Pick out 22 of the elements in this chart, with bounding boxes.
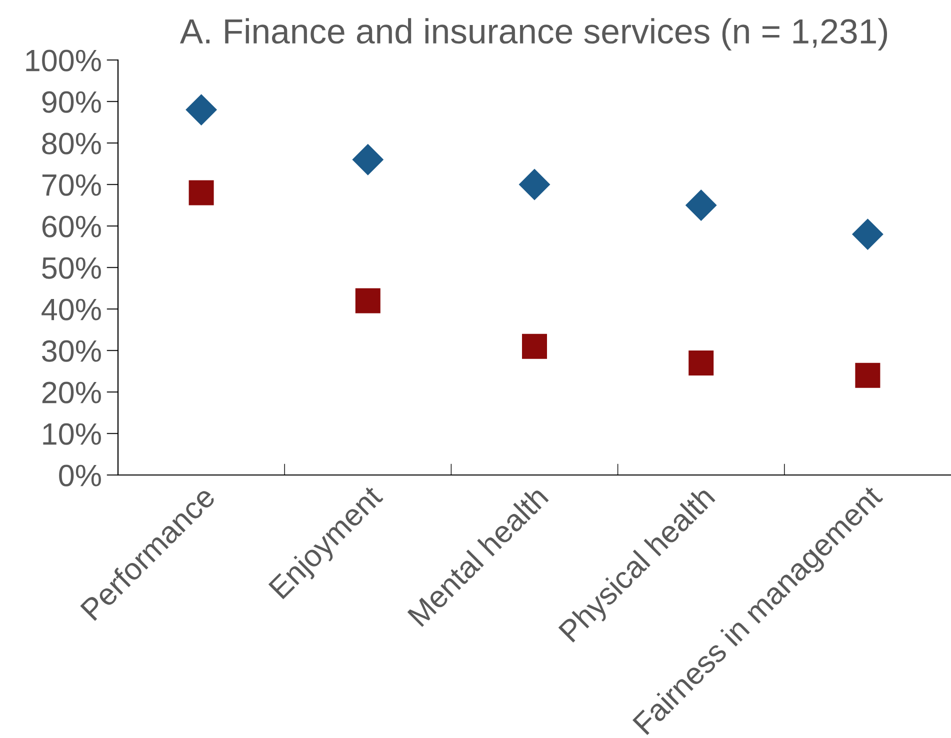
point — [519, 169, 550, 200]
point — [852, 218, 884, 250]
y-tick-label: 90% — [42, 91, 101, 113]
point — [688, 350, 714, 376]
y-tick-label: 60% — [42, 216, 101, 238]
point — [522, 334, 547, 359]
y-tick-label: 30% — [42, 340, 101, 362]
y-tick-label: 20% — [42, 382, 101, 404]
y-tick-label: 100% — [26, 50, 101, 72]
point — [686, 190, 717, 221]
point — [188, 180, 214, 206]
y-tick-label: 10% — [43, 423, 101, 445]
point — [186, 94, 217, 126]
y-tick-label: 70% — [42, 174, 101, 196]
y-tick-label: 80% — [42, 132, 101, 154]
y-tick-label: 50% — [42, 257, 101, 279]
point — [355, 288, 380, 314]
point — [855, 362, 880, 388]
chart-title: A. Finance and insurance services (n = 1,231) — [180, 18, 888, 51]
point — [352, 144, 384, 176]
y-tick-label: 40% — [42, 298, 101, 320]
y-tick-label: 0% — [59, 464, 101, 486]
